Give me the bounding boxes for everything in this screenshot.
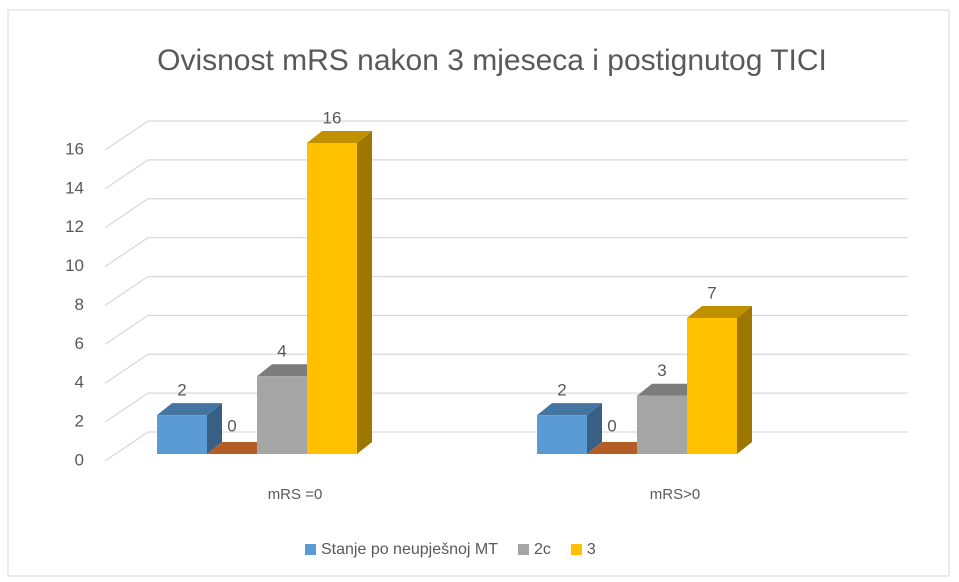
bar-top [207, 442, 272, 454]
legend-label: 2c [534, 541, 551, 558]
grid-line [104, 236, 908, 268]
data-label: 2 [557, 381, 566, 400]
y-tick-label: 16 [65, 139, 84, 158]
bar-front [537, 415, 587, 454]
y-tick-label: 14 [65, 178, 84, 197]
data-label: 2 [177, 381, 186, 400]
grid-line [104, 120, 908, 151]
grid-line [104, 159, 908, 190]
bar [687, 305, 752, 454]
bar-front [687, 317, 737, 454]
bar-side [587, 403, 602, 454]
x-tick-label: mRS =0 [268, 486, 323, 503]
data-label: 4 [277, 342, 286, 361]
bar [587, 442, 652, 454]
data-label: 0 [227, 416, 236, 435]
bar-front [637, 395, 687, 454]
y-tick-label: 6 [75, 334, 84, 353]
bar-side [357, 131, 372, 454]
data-label: 0 [607, 416, 616, 435]
legend-swatch [570, 544, 582, 555]
bar-front [257, 376, 307, 454]
bar [307, 131, 372, 454]
grid-line [104, 314, 908, 345]
bar-side [207, 403, 222, 454]
bar [207, 442, 272, 454]
chart-border [7, 9, 950, 577]
y-tick-label: 2 [75, 412, 84, 431]
bar-top [307, 131, 372, 143]
y-tick-label: 8 [75, 295, 84, 314]
bar-top [587, 442, 652, 454]
y-tick-label: 0 [75, 450, 84, 469]
grid-line [104, 198, 908, 229]
grid-line [104, 353, 908, 384]
y-tick-label: 4 [75, 373, 84, 392]
legend-swatch [518, 544, 529, 555]
legend-label: 3 [587, 541, 596, 558]
data-label: 3 [657, 361, 666, 380]
bar-top [257, 364, 322, 377]
bar [537, 403, 602, 454]
y-tick-label: 12 [65, 217, 84, 236]
bar-front [157, 415, 207, 454]
bar-top [157, 403, 222, 416]
data-label: 16 [323, 108, 342, 127]
chart-title: Ovisnost mRS nakon 3 mjeseca i postignut… [157, 44, 827, 77]
bar [637, 383, 702, 454]
y-tick-label: 10 [65, 256, 84, 275]
bar-side [737, 305, 752, 454]
bar-top [637, 383, 702, 396]
bar-front [307, 143, 357, 454]
bar [157, 403, 222, 454]
legend-swatch [305, 544, 316, 555]
grid-line [104, 275, 908, 307]
bar-top [687, 305, 752, 318]
data-label: 7 [707, 283, 716, 302]
legend-label: Stanje po neupješnoj MT [321, 541, 498, 558]
x-tick-label: mRS>0 [650, 486, 700, 503]
bar-top [537, 403, 602, 416]
